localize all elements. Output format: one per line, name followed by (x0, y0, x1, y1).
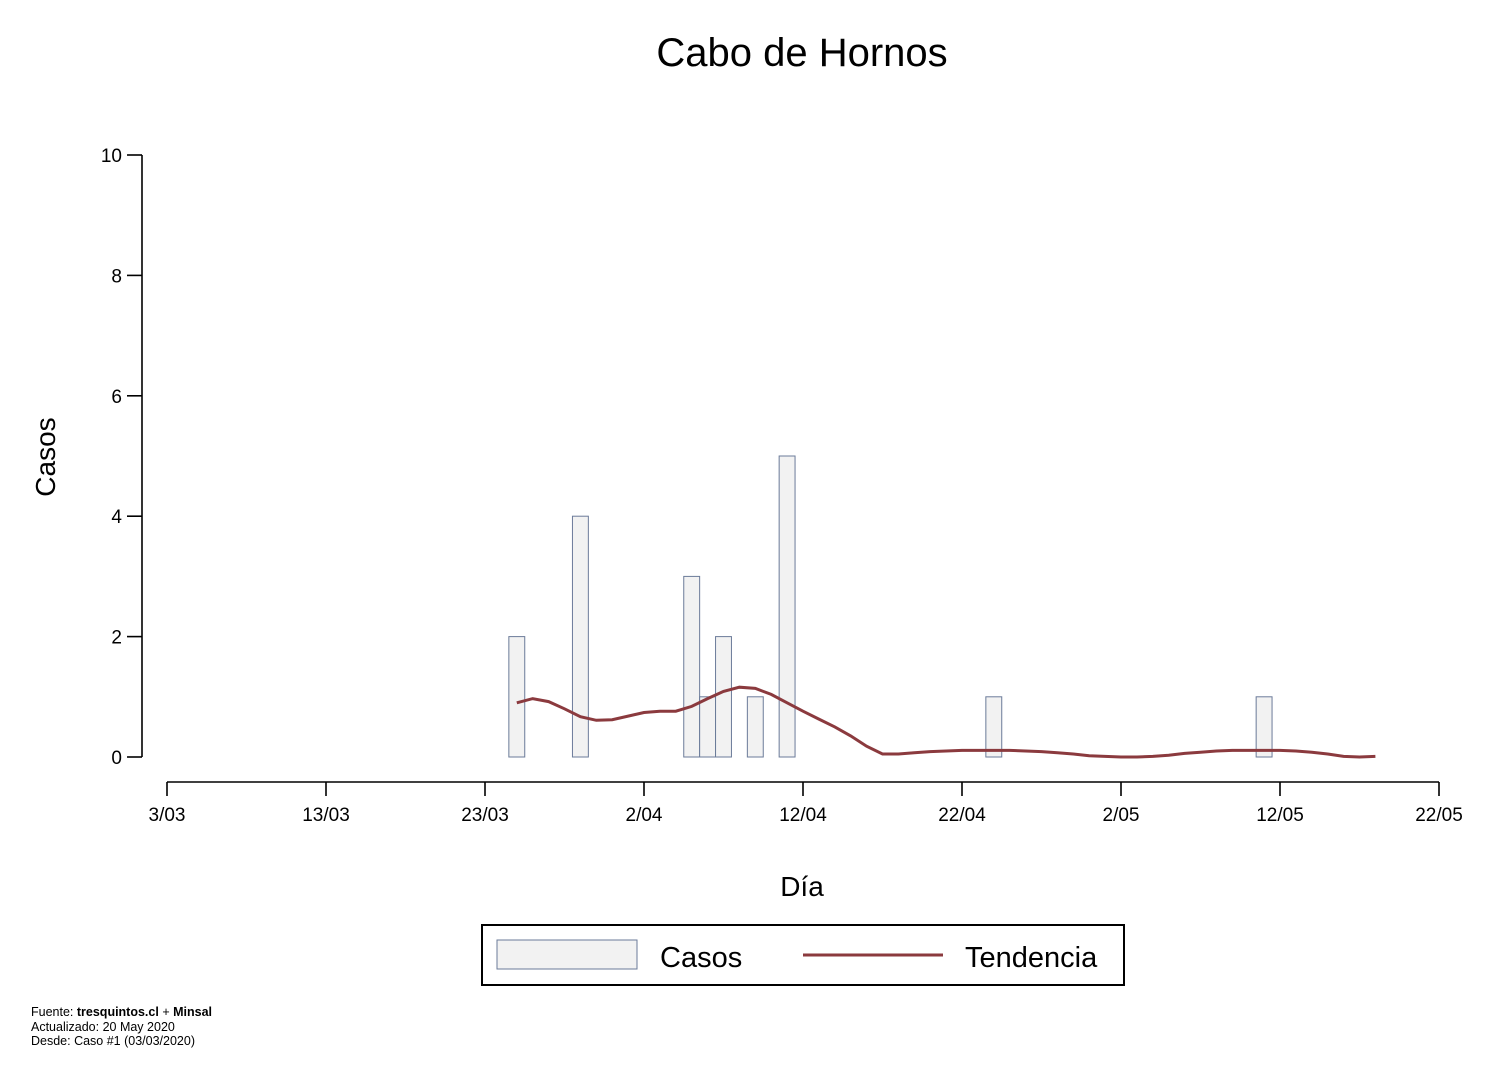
legend: Casos Tendencia (481, 924, 1125, 986)
bar (746, 696, 764, 758)
y-tick-label: 8 (111, 266, 122, 287)
bar (715, 636, 732, 758)
bar (699, 696, 717, 758)
y-tick-label: 10 (101, 146, 122, 167)
x-tick-label: 23/03 (461, 805, 509, 826)
x-tick-label: 22/05 (1415, 805, 1463, 826)
chart-title: Cabo de Hornos (656, 31, 947, 75)
x-tick-label: 3/03 (149, 805, 186, 826)
x-axis-label: Día (780, 871, 824, 902)
x-tick-label: 2/04 (626, 805, 663, 826)
footer-source: Fuente: tresquintos.cl + Minsal (31, 1005, 212, 1019)
footer-since: Desde: Caso #1 (03/03/2020) (31, 1034, 195, 1048)
y-tick-label: 0 (111, 748, 122, 769)
bars (508, 455, 1273, 758)
bar (985, 696, 1003, 758)
y-axis: 0 2 4 6 8 10 (101, 146, 143, 769)
footer-updated: Actualizado: 20 May 2020 (31, 1019, 175, 1034)
footer: Fuente: tresquintos.cl + Minsal Actualiz… (31, 1005, 212, 1049)
y-tick-label: 4 (111, 507, 122, 528)
footer-source-org: Minsal (173, 1005, 212, 1019)
x-axis: 3/03 13/03 23/03 2/04 12/04 22/04 2/05 12/05 22/… (149, 781, 1463, 826)
bar (778, 455, 796, 758)
legend-bar-swatch (496, 939, 638, 970)
x-tick-label: 2/05 (1103, 805, 1140, 826)
legend-label-tendencia: Tendencia (965, 942, 1098, 974)
x-tick-label: 22/04 (938, 805, 986, 826)
trend-line (516, 685, 1376, 759)
y-tick-label: 2 (111, 628, 122, 649)
y-axis-label: Casos (30, 417, 61, 496)
x-tick-label: 12/05 (1256, 805, 1304, 826)
x-tick-label: 12/04 (779, 805, 827, 826)
x-tick-label: 13/03 (302, 805, 350, 826)
bar (683, 575, 701, 758)
bar (508, 636, 526, 758)
bar (571, 515, 589, 758)
y-tick-label: 6 (111, 387, 122, 408)
bar (1255, 696, 1273, 758)
legend-label-casos: Casos (660, 942, 742, 974)
footer-source-site: tresquintos.cl (76, 1005, 159, 1019)
